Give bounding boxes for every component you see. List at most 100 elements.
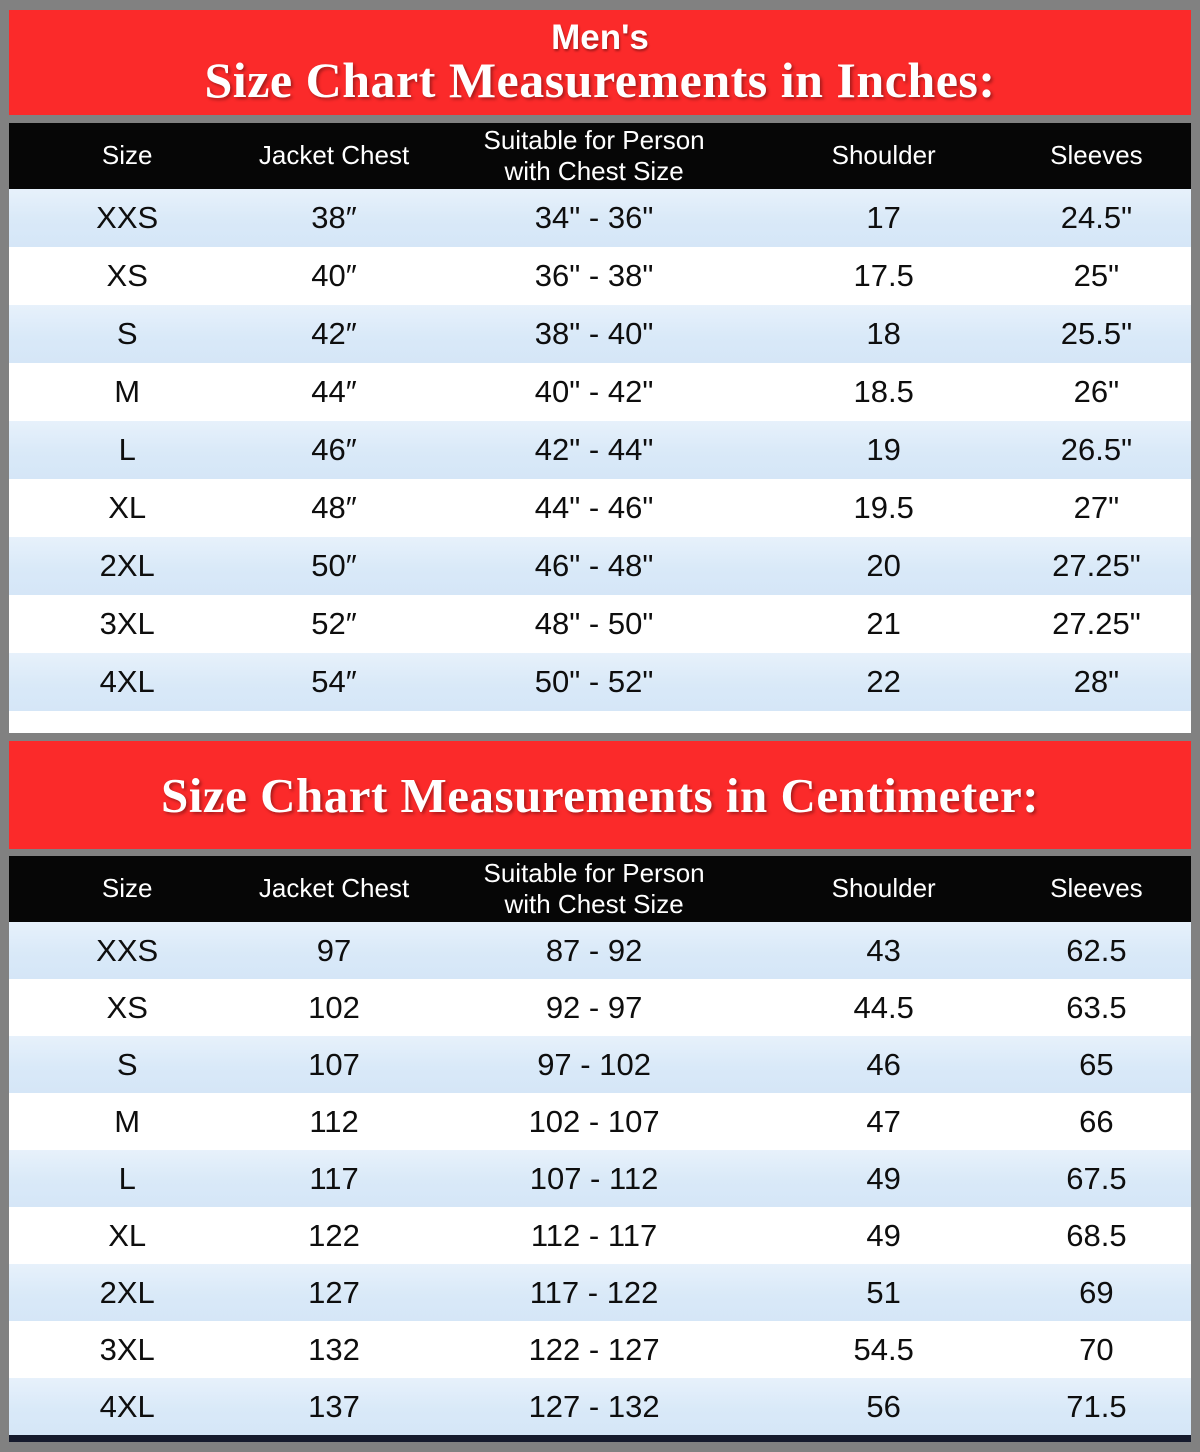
table-cell: 97 - 102 [422,1036,766,1093]
table-cell: 26" [1001,363,1191,421]
table-cell: L [9,1150,246,1207]
table-cell: L [9,421,246,479]
centimeter-banner-title: Size Chart Measurements in Centimeter: [160,767,1040,823]
table-cell: 112 - 117 [422,1207,766,1264]
table-cell: 24.5" [1001,189,1191,247]
table-cell: 2XL [9,1264,246,1321]
table-row: M 44″ 40" - 42" 18.5 26" [9,363,1191,421]
table-cell: 52″ [245,595,423,653]
table-row: 4XL 54″ 50" - 52" 22 28" [9,653,1191,711]
inches-banner-title: Size Chart Measurements in Inches: [204,52,996,108]
inches-table-footer-strip [9,711,1191,733]
table-cell: 3XL [9,595,246,653]
table-cell: 67.5 [1001,1150,1191,1207]
table-cell: 107 - 112 [422,1150,766,1207]
table-cell: S [9,305,246,363]
table-row: S 42″ 38" - 40" 18 25.5" [9,305,1191,363]
inches-table-header: Size Jacket Chest Suitable for Person wi… [9,123,1191,189]
table-cell: 17 [765,189,1002,247]
table-cell: 22 [765,653,1002,711]
table-cell: 54″ [245,653,423,711]
table-cell: 4XL [9,1378,246,1435]
table-cell: 122 [245,1207,423,1264]
table-row: XL 48″ 44" - 46" 19.5 27" [9,479,1191,537]
table-cell: XXS [9,922,246,979]
table-cell: 122 - 127 [422,1321,766,1378]
table-cell: 51 [765,1264,1002,1321]
centimeter-table-header: Size Jacket Chest Suitable for Person wi… [9,856,1191,922]
table-cell: 66 [1001,1093,1191,1150]
table-cell: 18 [765,305,1002,363]
table-cell: 137 [245,1378,423,1435]
table-cell: 107 [245,1036,423,1093]
table-cell: 112 [245,1093,423,1150]
table-cell: 87 - 92 [422,922,766,979]
table-cell: 97 [245,922,423,979]
table-cell: 34" - 36" [422,189,766,247]
table-cell: 40″ [245,247,423,305]
table-row: XS 40″ 36" - 38" 17.5 25" [9,247,1191,305]
table-row: 2XL 127 117 - 122 51 69 [9,1264,1191,1321]
table-cell: 92 - 97 [422,979,766,1036]
table-cell: 4XL [9,653,246,711]
table-cell: 27" [1001,479,1191,537]
table-cell: 68.5 [1001,1207,1191,1264]
table-cell: 44.5 [765,979,1002,1036]
table-cell: 102 - 107 [422,1093,766,1150]
table-cell: 117 [245,1150,423,1207]
table-row: 3XL 52″ 48" - 50" 21 27.25" [9,595,1191,653]
table-cell: 50″ [245,537,423,595]
table-cell: 44" - 46" [422,479,766,537]
table-cell: 27.25" [1001,537,1191,595]
table-cell: 48" - 50" [422,595,766,653]
table-cell: 46″ [245,421,423,479]
column-header-suitable-chest-size: Suitable for Person with Chest Size [422,856,766,922]
table-cell: XXS [9,189,246,247]
centimeter-table-body: XXS 97 87 - 92 43 62.5 XS 102 92 - 97 44.5 63.5 S 1… [9,922,1191,1435]
column-header-jacket-chest: Jacket Chest [245,856,423,922]
table-cell: 21 [765,595,1002,653]
table-cell: 127 - 132 [422,1378,766,1435]
table-row: XXS 97 87 - 92 43 62.5 [9,922,1191,979]
bottom-accent-line [9,1435,1191,1442]
table-cell: 49 [765,1207,1002,1264]
table-row: 2XL 50″ 46" - 48" 20 27.25" [9,537,1191,595]
table-cell: M [9,363,246,421]
table-cell: M [9,1093,246,1150]
table-cell: 102 [245,979,423,1036]
table-cell: 50" - 52" [422,653,766,711]
table-cell: 43 [765,922,1002,979]
table-cell: 56 [765,1378,1002,1435]
table-row: XL 122 112 - 117 49 68.5 [9,1207,1191,1264]
table-cell: 26.5" [1001,421,1191,479]
table-cell: 71.5 [1001,1378,1191,1435]
table-cell: 38" - 40" [422,305,766,363]
column-header-suitable-chest-size: Suitable for Person with Chest Size [422,123,766,189]
table-cell: 3XL [9,1321,246,1378]
table-cell: XL [9,479,246,537]
table-cell: 27.25" [1001,595,1191,653]
table-cell: 46 [765,1036,1002,1093]
column-header-shoulder: Shoulder [765,123,1002,189]
table-cell: 46" - 48" [422,537,766,595]
table-cell: 54.5 [765,1321,1002,1378]
column-header-size: Size [9,856,246,922]
table-cell: 132 [245,1321,423,1378]
inches-banner: Men's Size Chart Measurements in Inches: [9,10,1191,115]
table-row: 4XL 137 127 - 132 56 71.5 [9,1378,1191,1435]
table-cell: 117 - 122 [422,1264,766,1321]
table-row: M 112 102 - 107 47 66 [9,1093,1191,1150]
inches-banner-subtitle: Men's [551,18,649,57]
table-row: XS 102 92 - 97 44.5 63.5 [9,979,1191,1036]
column-header-sleeves: Sleeves [1001,856,1191,922]
table-cell: 65 [1001,1036,1191,1093]
column-header-shoulder: Shoulder [765,856,1002,922]
table-cell: 69 [1001,1264,1191,1321]
table-cell: 62.5 [1001,922,1191,979]
table-cell: 18.5 [765,363,1002,421]
column-header-jacket-chest: Jacket Chest [245,123,423,189]
table-cell: 127 [245,1264,423,1321]
table-cell: 2XL [9,537,246,595]
table-row: 3XL 132 122 - 127 54.5 70 [9,1321,1191,1378]
